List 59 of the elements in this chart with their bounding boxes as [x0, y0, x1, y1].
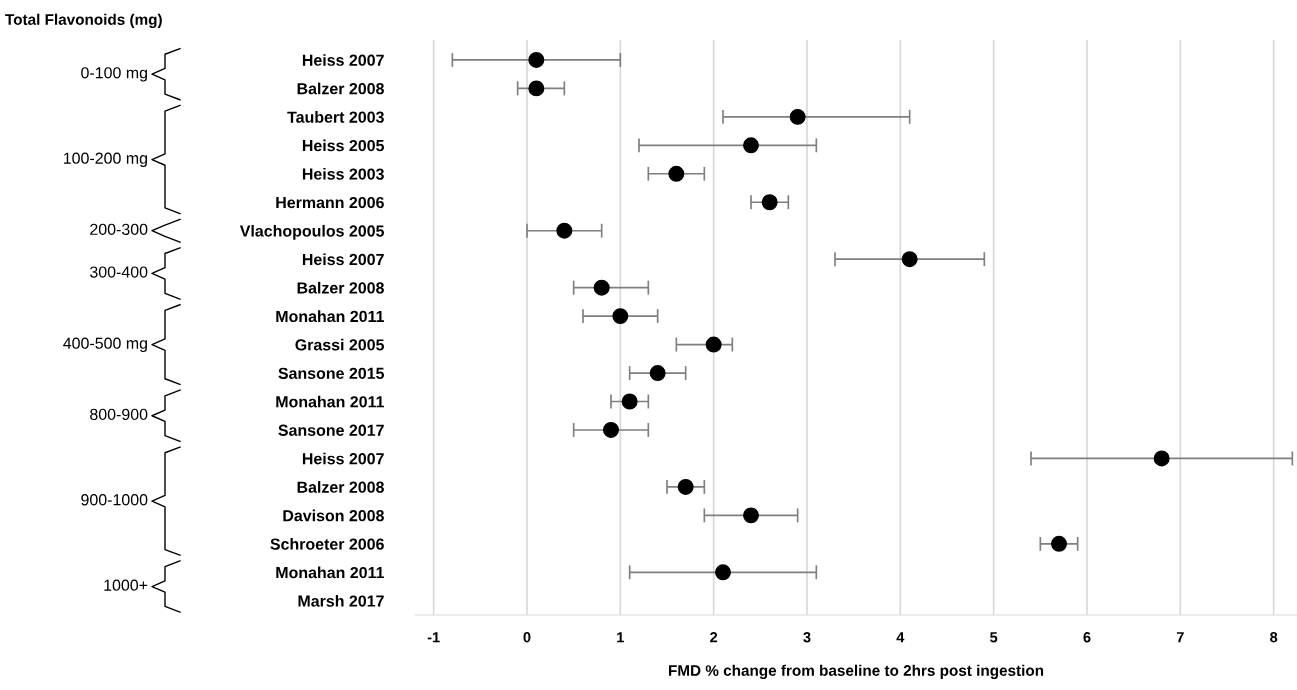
text: 0-100 mg: [81, 67, 147, 82]
y-tick-label: Monahan 2011: [276, 566, 385, 579]
y-tick-label: Davison 2008: [283, 509, 384, 522]
point: [901, 251, 918, 268]
y-tick-label: Heiss 2003: [302, 168, 384, 180]
x-tick-label: 2: [710, 632, 718, 643]
point: [621, 393, 638, 410]
y-tick-label: Grassi 2005: [295, 338, 385, 351]
text: 100-200 mg: [63, 152, 147, 167]
point: [761, 194, 778, 211]
point: [603, 421, 619, 438]
point: [715, 564, 731, 581]
point: [743, 137, 759, 154]
y-tick-label: Monahan 2011: [276, 395, 385, 408]
y-tick-label: Heiss 2007: [302, 452, 384, 465]
point: [556, 222, 573, 239]
x-tick-label: -1: [427, 632, 440, 643]
text: 300-400: [90, 266, 148, 278]
point: [743, 507, 759, 524]
text: 800-900: [90, 408, 148, 421]
point: [668, 165, 685, 182]
x-tick-label: 3: [803, 632, 811, 643]
x-axis-title: FMD % change from baseline to 2hrs post ingestion: [669, 664, 1044, 680]
text: 900-1000: [81, 494, 148, 506]
y-tick-label: Heiss 2007: [302, 54, 384, 66]
point: [528, 80, 545, 97]
y-tick-label: Sansone 2017: [278, 424, 384, 436]
point: [593, 279, 610, 296]
y-tick-label: Sansone 2015: [278, 367, 385, 379]
x-tick-label: 4: [896, 632, 905, 643]
point: [612, 308, 629, 325]
x-tick-label: 6: [1083, 632, 1091, 643]
point: [528, 51, 545, 68]
text: 400-500 mg: [63, 337, 147, 353]
y-tick-label: Heiss 2005: [302, 139, 385, 152]
y-tick-label: Balzer 2008: [297, 481, 384, 493]
x-tick-label: 8: [1270, 632, 1278, 643]
y-tick-label: Balzer 2008: [297, 281, 384, 294]
text: 1000+: [104, 579, 148, 591]
text: Total Flavonoids (mg): [5, 13, 162, 28]
y-tick-label: Taubert 2003: [287, 111, 384, 123]
y-tick-label: Vlachopoulos 2005: [239, 224, 385, 240]
y-tick-label: Schroeter 2006: [270, 538, 384, 550]
x-tick-label: 1: [617, 632, 624, 643]
point: [789, 108, 806, 125]
x-tick-label: 5: [990, 632, 998, 643]
y-tick-label: Hermann 2006: [276, 196, 384, 209]
point: [649, 365, 666, 382]
y-tick-label: Marsh 2017: [298, 594, 384, 607]
point: [677, 478, 694, 495]
y-tick-label: Monahan 2011: [276, 310, 385, 323]
x-tick-label: 0: [523, 632, 531, 643]
text: 200-300: [90, 223, 148, 236]
y-tick-label: Heiss 2007: [302, 253, 384, 266]
y-tick-label: Balzer 2008: [297, 82, 384, 95]
point: [1153, 450, 1170, 467]
x-tick-label: 7: [1176, 632, 1184, 643]
point: [1051, 535, 1067, 552]
point: [705, 336, 722, 353]
